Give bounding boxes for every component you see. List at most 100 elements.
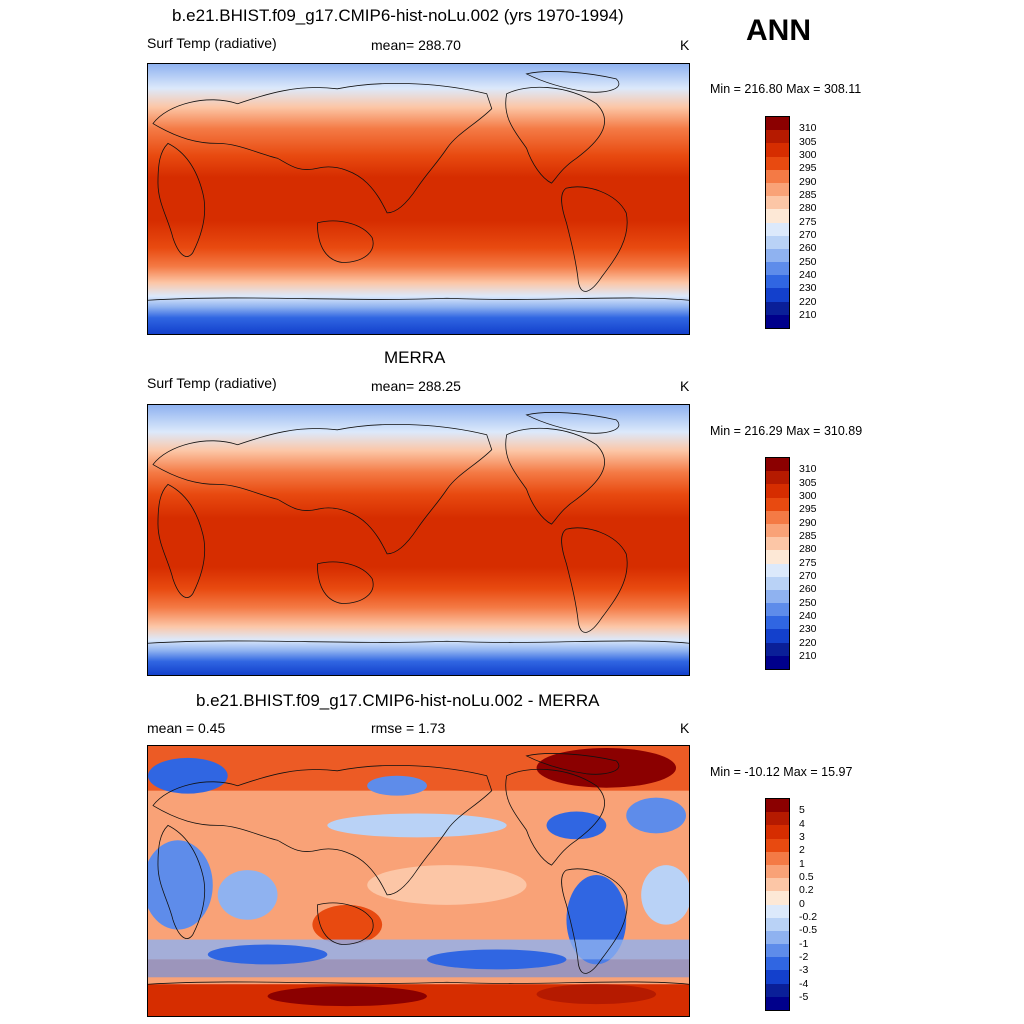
- colorbar-swatch: [766, 314, 789, 328]
- colorbar-swatch: [766, 589, 789, 604]
- colorbar-tick-label: -2: [799, 951, 809, 963]
- colorbar-swatch: [766, 655, 789, 669]
- colorbar-swatch: [766, 603, 789, 617]
- colorbar-tick-label: 260: [799, 583, 817, 595]
- colorbar-swatch: [766, 510, 789, 524]
- colorbar-tick-label: -0.5: [799, 924, 818, 936]
- colorbar-swatch: [766, 970, 789, 984]
- colorbar-tick-label: 210: [799, 650, 817, 662]
- colorbar-swatch: [766, 196, 789, 210]
- colorbar-swatch: [766, 458, 789, 472]
- colorbar-tick-label: 290: [799, 517, 817, 529]
- colorbar-swatch: [766, 222, 789, 236]
- colorbar-swatch: [766, 629, 789, 643]
- colorbar-swatch: [766, 169, 789, 183]
- colorbar-swatch: [766, 182, 789, 197]
- panel-1-units: K: [680, 37, 690, 53]
- colorbar-tick-label: 295: [799, 503, 817, 515]
- colorbar-tick-label: 310: [799, 122, 817, 134]
- colorbar-swatch: [766, 851, 789, 865]
- panel-3-map: [147, 745, 690, 1017]
- panel-2-map: [147, 404, 690, 676]
- panel-2-colorbar: [765, 457, 790, 670]
- colorbar-swatch: [766, 891, 789, 905]
- colorbar-tick-label: 0.2: [799, 884, 814, 896]
- colorbar-swatch: [766, 130, 789, 144]
- colorbar-swatch: [766, 143, 789, 157]
- colorbar-tick-label: 0: [799, 898, 805, 910]
- colorbar-tick-label: 1: [799, 858, 805, 870]
- panel-2-units: K: [680, 378, 690, 394]
- colorbar-tick-label: 270: [799, 229, 817, 241]
- colorbar-swatch: [766, 563, 789, 577]
- panel-1-variable-label: Surf Temp (radiative): [147, 35, 277, 51]
- colorbar-tick-label: 310: [799, 463, 817, 475]
- colorbar-swatch: [766, 812, 789, 826]
- panel-1-minmax: Min = 216.80 Max = 308.11: [710, 82, 862, 96]
- colorbar-swatch: [766, 616, 789, 630]
- colorbar-swatch: [766, 799, 789, 813]
- colorbar-swatch: [766, 117, 789, 131]
- colorbar-swatch: [766, 996, 789, 1010]
- colorbar-swatch: [766, 983, 789, 997]
- colorbar-tick-label: 5: [799, 804, 805, 816]
- colorbar-swatch: [766, 576, 789, 590]
- panel-1-mean-label: mean= 288.70: [371, 37, 461, 53]
- panel-3-units: K: [680, 720, 690, 736]
- panel-1-map: [147, 63, 690, 335]
- colorbar-swatch: [766, 156, 789, 170]
- colorbar-tick-label: 3: [799, 831, 805, 843]
- colorbar-tick-label: -3: [799, 964, 809, 976]
- panel-2-variable-label: Surf Temp (radiative): [147, 375, 277, 391]
- colorbar-swatch: [766, 550, 789, 564]
- colorbar-swatch: [766, 471, 789, 485]
- colorbar-swatch: [766, 523, 789, 538]
- colorbar-tick-label: 4: [799, 818, 805, 830]
- colorbar-swatch: [766, 838, 789, 852]
- panel-1-title: b.e21.BHIST.f09_g17.CMIP6-hist-noLu.002 …: [172, 6, 624, 25]
- colorbar-tick-label: 2: [799, 844, 805, 856]
- colorbar-tick-label: 220: [799, 296, 817, 308]
- colorbar-tick-label: 240: [799, 610, 817, 622]
- colorbar-tick-label: 290: [799, 176, 817, 188]
- panel-3-colorbar: [765, 798, 790, 1011]
- colorbar-swatch: [766, 864, 789, 879]
- colorbar-tick-label: 280: [799, 202, 817, 214]
- colorbar-swatch: [766, 288, 789, 302]
- colorbar-swatch: [766, 248, 789, 263]
- colorbar-tick-label: 295: [799, 162, 817, 174]
- colorbar-tick-label: 220: [799, 637, 817, 649]
- panel-2-mean-label: mean= 288.25: [371, 378, 461, 394]
- colorbar-swatch: [766, 917, 789, 931]
- colorbar-swatch: [766, 878, 789, 892]
- colorbar-tick-label: -1: [799, 938, 809, 950]
- panel-2-title: MERRA: [384, 348, 446, 367]
- colorbar-tick-label: 280: [799, 543, 817, 555]
- colorbar-tick-label: 250: [799, 256, 817, 268]
- colorbar-tick-label: 300: [799, 490, 817, 502]
- colorbar-swatch: [766, 235, 789, 249]
- colorbar-swatch: [766, 904, 789, 918]
- colorbar-swatch: [766, 930, 789, 945]
- colorbar-swatch: [766, 262, 789, 276]
- colorbar-tick-label: 260: [799, 242, 817, 254]
- colorbar-tick-label: 300: [799, 149, 817, 161]
- season-label: ANN: [746, 14, 811, 47]
- colorbar-tick-label: 230: [799, 282, 817, 294]
- colorbar-tick-label: 0.5: [799, 871, 814, 883]
- colorbar-swatch: [766, 497, 789, 511]
- panel-3-mean-label: mean = 0.45: [147, 720, 226, 736]
- colorbar-tick-label: -0.2: [799, 911, 818, 923]
- colorbar-swatch: [766, 209, 789, 223]
- colorbar-tick-label: 285: [799, 530, 817, 542]
- colorbar-swatch: [766, 957, 789, 971]
- colorbar-swatch: [766, 484, 789, 498]
- panel-3-minmax: Min = -10.12 Max = 15.97: [710, 765, 853, 779]
- colorbar-tick-label: 230: [799, 623, 817, 635]
- colorbar-tick-label: 285: [799, 189, 817, 201]
- colorbar-swatch: [766, 301, 789, 315]
- colorbar-tick-label: -4: [799, 978, 809, 990]
- colorbar-tick-label: 270: [799, 570, 817, 582]
- colorbar-tick-label: 250: [799, 597, 817, 609]
- colorbar-tick-label: -5: [799, 991, 809, 1003]
